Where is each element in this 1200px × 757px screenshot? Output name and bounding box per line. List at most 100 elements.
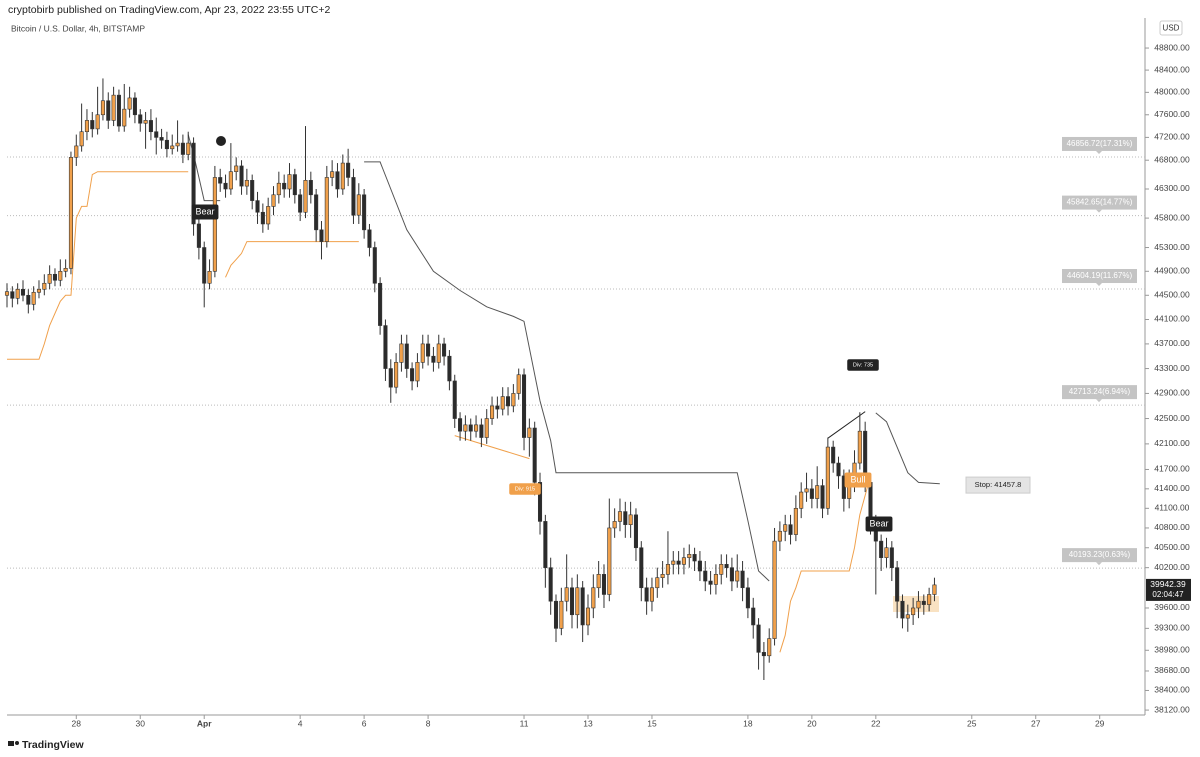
candle-body: [372, 247, 377, 284]
candle: [751, 597, 756, 639]
candle: [569, 577, 575, 629]
logo-mark: [8, 741, 14, 746]
candle-body: [575, 587, 580, 616]
candle: [580, 581, 585, 643]
overlay-line: [454, 435, 530, 460]
candle-body: [420, 343, 425, 363]
candle-body: [394, 362, 399, 388]
candle-body: [383, 325, 388, 369]
x-tick-label: 8: [426, 718, 431, 728]
candle-body: [687, 554, 692, 558]
candle-body: [809, 488, 814, 499]
candle: [761, 642, 766, 681]
candle-body: [793, 508, 798, 535]
candle-body: [932, 584, 937, 595]
candle: [735, 554, 740, 588]
candle: [63, 259, 68, 278]
candle: [351, 168, 356, 224]
candle: [394, 353, 399, 394]
candle: [474, 415, 479, 438]
y-tick-label: 44100.00: [1154, 314, 1190, 324]
y-tick-label: 47200.00: [1154, 132, 1190, 142]
candle: [793, 495, 798, 542]
candle: [388, 359, 393, 403]
candle-body: [223, 182, 228, 190]
candle: [399, 334, 404, 372]
candle: [537, 472, 543, 535]
y-tick-label: 40800.00: [1154, 522, 1190, 532]
candle-body: [772, 540, 777, 639]
stop-label: Stop: 41457.8: [975, 480, 1022, 489]
candle: [916, 591, 921, 619]
level-pointer: [1096, 150, 1102, 154]
candle: [713, 564, 718, 595]
candle-body: [404, 343, 409, 369]
candle-body: [132, 97, 137, 116]
candle: [143, 111, 148, 149]
candle: [927, 587, 932, 612]
candle: [804, 472, 809, 502]
candle: [697, 551, 702, 582]
overlay-line: [875, 412, 940, 485]
candle: [271, 186, 276, 216]
overlay-line: [779, 475, 871, 653]
candle-body: [516, 374, 521, 394]
candle: [745, 577, 750, 619]
candle: [116, 89, 121, 132]
candle: [921, 594, 926, 615]
candle: [495, 396, 500, 419]
candle: [591, 574, 596, 619]
level-pointer: [1096, 399, 1102, 403]
candle-body: [116, 94, 121, 127]
candle-body: [596, 574, 601, 589]
annotation: Bear: [195, 206, 214, 216]
candle: [431, 346, 436, 372]
candle-body: [175, 142, 180, 147]
candle-body: [143, 120, 148, 124]
candle-body: [463, 424, 468, 432]
candle-body: [767, 638, 772, 657]
candle-body: [553, 600, 559, 629]
candle: [575, 574, 580, 629]
candle: [809, 479, 814, 509]
y-tick-label: 46300.00: [1154, 183, 1190, 193]
candle: [479, 418, 484, 448]
candle: [426, 334, 431, 366]
candle: [820, 479, 825, 519]
candle: [681, 547, 686, 575]
candle: [159, 128, 164, 149]
candle: [553, 594, 559, 643]
candle: [585, 594, 591, 636]
annotation-box: [865, 516, 893, 532]
candle: [447, 350, 452, 391]
candle: [111, 86, 116, 127]
y-tick-label: 38680.00: [1154, 665, 1190, 675]
candle-body: [660, 574, 665, 578]
x-tick-label: 27: [1031, 718, 1041, 728]
candle-body: [308, 180, 313, 196]
candle: [783, 514, 788, 542]
candle-body: [831, 446, 836, 464]
candle-body: [585, 607, 591, 626]
candle: [879, 534, 884, 572]
y-tick-label: 43300.00: [1154, 363, 1190, 373]
y-tick-label: 41700.00: [1154, 464, 1190, 474]
logo-mark: [15, 741, 19, 745]
candle: [612, 508, 617, 538]
candle: [260, 203, 265, 233]
annotation: Bear: [869, 518, 888, 528]
candle: [500, 387, 505, 416]
candle: [521, 368, 527, 451]
annotation-box: [847, 359, 879, 371]
candle: [788, 514, 793, 545]
y-tick-label: 44900.00: [1154, 266, 1190, 276]
chart-title: Bitcoin / U.S. Dollar, 4h, BITSTAMP: [11, 23, 145, 33]
y-tick-label: 38980.00: [1154, 645, 1190, 655]
candle: [100, 78, 105, 121]
overlay-line: [225, 241, 359, 278]
candle: [362, 188, 367, 239]
candle-body: [388, 368, 393, 388]
x-tick-label: 20: [807, 718, 817, 728]
candle: [799, 482, 804, 519]
